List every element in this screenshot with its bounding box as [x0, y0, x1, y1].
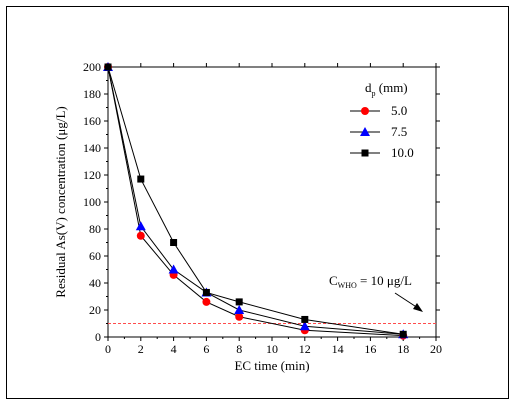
data-point — [235, 298, 243, 306]
data-point — [202, 297, 211, 306]
x-tick-label: 12 — [299, 342, 311, 356]
data-point — [299, 321, 310, 331]
data-point — [301, 315, 309, 323]
y-tick-label: 100 — [83, 195, 101, 209]
ticks: 0 2 4 6 8 10 12 14 16 18 2002040608010012014016018… — [83, 60, 442, 356]
who-annotation-text: CWHO = 10 μg/L — [329, 273, 412, 290]
series-7-5 — [103, 62, 409, 339]
residual-arsenic-chart: 0 2 4 6 8 10 12 14 16 18 2002040608010012014016018… — [53, 60, 442, 373]
legend: dp (mm) 5.0 7.5 10.0 — [350, 80, 414, 160]
axis-labels: EC time (min) Residual As(V) concentrati… — [53, 106, 310, 373]
x-tick-label: 0 — [105, 342, 111, 356]
y-tick-label: 20 — [89, 303, 101, 317]
series-line — [107, 66, 404, 335]
x-axis-label: EC time (min) — [234, 358, 309, 373]
legend-entry: 7.5 — [350, 124, 407, 139]
y-tick-label: 80 — [89, 222, 101, 236]
y-tick-label: 0 — [95, 330, 101, 344]
x-tick-label: 6 — [203, 342, 209, 356]
axes — [107, 66, 437, 338]
who-annotation-rest: = 10 μg/L — [357, 273, 412, 288]
legend-label: 10.0 — [391, 145, 414, 160]
y-tick-label: 120 — [83, 168, 101, 182]
legend-entry: 5.0 — [350, 103, 407, 118]
y-tick-label: 60 — [89, 249, 101, 263]
legend-label: 7.5 — [391, 124, 407, 139]
y-axis-label: Residual As(V) concentration (μg/L) — [53, 106, 68, 297]
series-10-0 — [104, 63, 407, 338]
legend-title: dp (mm) — [365, 80, 408, 98]
x-tick-label: 10 — [266, 342, 278, 356]
data-point — [234, 305, 245, 314]
data-point — [104, 63, 112, 71]
series-group — [103, 62, 409, 340]
legend-marker — [361, 107, 369, 115]
data-point — [137, 175, 145, 183]
x-tick-label: 16 — [364, 342, 376, 356]
series-5-0 — [104, 63, 408, 340]
figure-frame: 0 2 4 6 8 10 12 14 16 18 20 0 20 40 60 80 100 120 140 160 18… — [6, 6, 509, 399]
x-tick-label: 4 — [171, 342, 177, 356]
data-point — [235, 312, 244, 321]
who-annotation-sub: WHO — [338, 281, 357, 290]
y-tick-label: 140 — [83, 141, 101, 155]
x-tick-label: 14 — [332, 342, 344, 356]
data-point — [136, 231, 145, 240]
data-point — [399, 330, 407, 338]
legend-label: 5.0 — [391, 103, 407, 118]
data-point — [135, 221, 146, 231]
who-annotation: CWHO = 10 μg/L — [329, 273, 423, 312]
legend-marker — [361, 149, 369, 157]
y-tick-label: 200 — [83, 60, 101, 74]
data-point — [168, 264, 179, 274]
data-point — [170, 239, 178, 246]
x-tick-label: 8 — [236, 342, 242, 356]
legend-marker — [360, 127, 370, 136]
annotation-arrow-head — [413, 303, 423, 312]
x-tick-label: 20 — [430, 342, 442, 356]
y-tick-label: 180 — [83, 87, 101, 101]
x-tick-label: 18 — [397, 342, 409, 356]
data-point — [202, 288, 210, 296]
x-tick-label: 2 — [138, 342, 144, 356]
y-tick-label: 160 — [83, 114, 101, 128]
who-annotation-main: C — [329, 273, 338, 288]
legend-entry: 10.0 — [350, 145, 414, 160]
y-tick-label: 40 — [89, 276, 101, 290]
plot-area-border — [107, 66, 437, 338]
